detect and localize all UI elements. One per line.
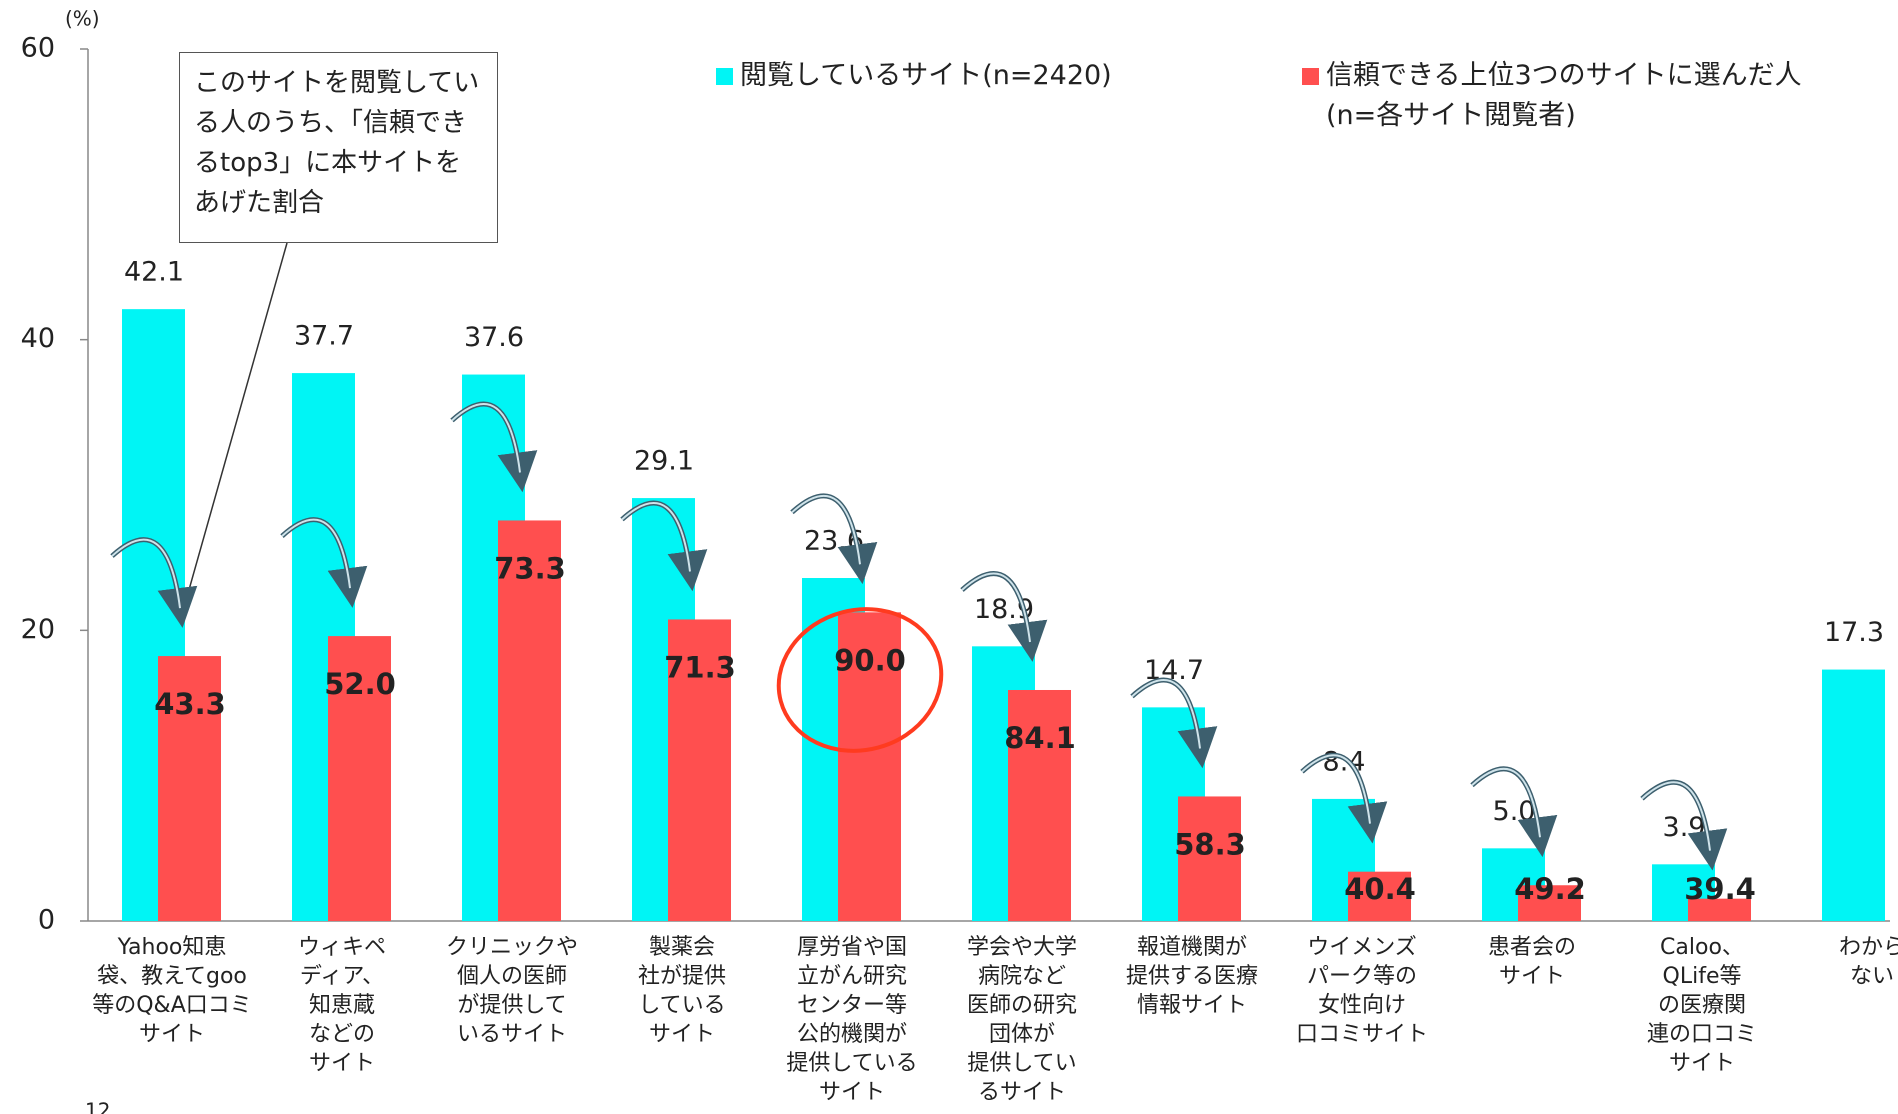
data-label: 84.1 — [1004, 721, 1076, 755]
data-label: 73.3 — [494, 551, 566, 585]
data-label: 5.0 — [1493, 796, 1536, 827]
bar — [498, 520, 561, 921]
page-number: 12 — [85, 1099, 110, 1114]
bar — [158, 656, 221, 921]
data-label: 3.9 — [1663, 812, 1706, 843]
y-unit: (%) — [65, 7, 100, 31]
curved-arrow-inner — [111, 538, 181, 609]
bar — [1822, 669, 1885, 921]
data-label: 29.1 — [634, 446, 694, 477]
x-tick-label: Yahoo知恵 袋、教えてgoo 等のQ&A口コミ サイト — [92, 935, 252, 1047]
bar — [1008, 689, 1071, 921]
bar — [1518, 885, 1581, 921]
bar — [1688, 898, 1751, 921]
data-label: 17.3 — [1824, 617, 1884, 648]
data-label: 39.4 — [1684, 872, 1756, 906]
x-tick-label: 製薬会 社が提供 している サイト — [637, 935, 726, 1047]
curved-arrow-inner — [281, 518, 351, 589]
data-label: 58.3 — [1174, 827, 1246, 861]
x-tick-label: 学会や大学 病院など 医師の研究 団体が 提供してい るサイト — [966, 935, 1077, 1105]
curved-arrow-inner — [961, 572, 1031, 643]
data-label: 43.3 — [154, 687, 226, 721]
data-label: 37.6 — [464, 322, 524, 353]
legend-label: 閲覧しているサイト(n=2420) — [740, 60, 1112, 91]
annotation: このサイトを閲覧している人のうち、「信頼できるtop3」に本サイトをあげた割合 — [179, 52, 498, 243]
data-label: 90.0 — [834, 643, 906, 677]
data-label: 37.7 — [294, 321, 354, 352]
data-label: 40.4 — [1344, 872, 1416, 906]
data-label: 49.2 — [1514, 872, 1586, 906]
curved-arrow-inner — [1471, 767, 1541, 838]
highlight-circle — [776, 607, 944, 753]
data-label: 71.3 — [664, 650, 736, 684]
x-tick-label: ウイメンズ パーク等の 女性向け 口コミサイト — [1295, 935, 1428, 1047]
legend-label: 信頼できる上位3つのサイトに選んだ人 (n=各サイト閲覧者) — [1326, 60, 1802, 131]
legend-swatch — [716, 68, 733, 85]
callout-line — [169, 242, 288, 658]
curved-arrow-inner — [791, 494, 861, 565]
y-tick-label: 0 — [38, 905, 55, 936]
bar — [668, 619, 731, 921]
y-tick-label: 60 — [21, 33, 55, 64]
x-tick-label: ウィキペ ディア、 知恵蔵 などの サイト — [297, 935, 386, 1076]
x-tick-label: クリニックや 個人の医師 が提供して いるサイト — [445, 935, 578, 1047]
curved-arrow-inner — [451, 403, 521, 473]
y-tick-label: 40 — [21, 323, 55, 354]
data-label: 52.0 — [324, 667, 396, 701]
bar — [328, 636, 391, 921]
curved-arrow-inner — [1641, 781, 1711, 851]
curved-arrow-inner — [621, 502, 691, 572]
legend-swatch — [1302, 68, 1319, 85]
data-label: 42.1 — [124, 257, 184, 288]
bar — [838, 612, 901, 921]
x-tick-label: Caloo、 QLife等 の医療関 連の口コミ サイト — [1646, 935, 1757, 1076]
curved-arrow-inner — [1301, 754, 1371, 824]
bar — [1178, 796, 1241, 921]
x-tick-label: わから ない — [1838, 935, 1898, 989]
x-tick-label: 報道機関が 提供する医療 情報サイト — [1125, 935, 1258, 1018]
x-tick-label: 患者会の サイト — [1487, 935, 1576, 989]
bar — [1348, 871, 1411, 921]
y-tick-label: 20 — [21, 614, 55, 645]
x-tick-label: 厚労省や国 立がん研究 センター等 公的機関が 提供している サイト — [786, 935, 918, 1105]
curved-arrow-inner — [1131, 679, 1201, 749]
